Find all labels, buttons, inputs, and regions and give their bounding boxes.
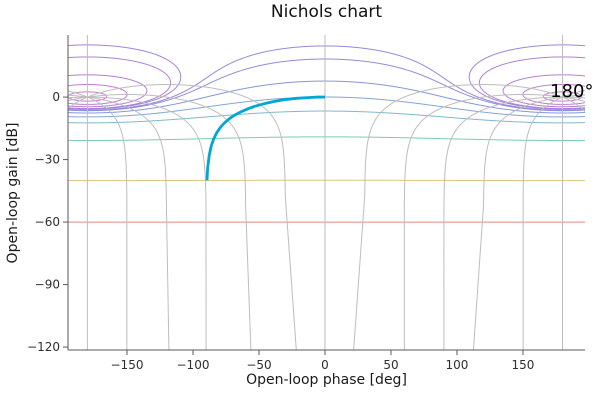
y-tick-label: −30 [35, 153, 60, 167]
gain-contour [68, 136, 325, 141]
y-tick-label: −120 [27, 340, 60, 354]
phase-contour [68, 96, 88, 110]
phase-contour [87, 96, 207, 350]
x-tick-label: −100 [177, 358, 210, 372]
phase-contour [522, 96, 563, 350]
phase-contour [68, 96, 88, 102]
phase-contour [562, 89, 585, 98]
y-tick-label: 0 [52, 90, 60, 104]
phase-contour [562, 96, 585, 99]
phase-contour [443, 96, 563, 350]
phase-contour [87, 93, 252, 350]
x-axis-label: Open-loop phase [deg] [246, 372, 407, 388]
phase-contour [87, 84, 297, 350]
y-tick-label: −90 [35, 278, 60, 292]
y-axis-label: Open-loop gain [dB] [5, 122, 21, 264]
x-tick-label: −50 [246, 358, 271, 372]
chart-title: Nichols chart [270, 2, 383, 22]
x-tick-label: 100 [446, 358, 469, 372]
phase-180-annotation: 180° [550, 81, 593, 102]
system-response-curve [205, 95, 325, 181]
phase-contour [403, 93, 563, 350]
phase-contour [562, 96, 585, 102]
x-tick-label: 150 [512, 358, 535, 372]
phase-contour [472, 96, 563, 350]
phase-contour [87, 96, 170, 350]
phase-contour [87, 96, 128, 350]
x-tick-label: −150 [111, 358, 144, 372]
y-tick-label: −60 [35, 215, 60, 229]
phase-contour [353, 84, 563, 350]
phase-contour [562, 96, 585, 113]
x-tick-label: 0 [321, 358, 329, 372]
axes: −150 −100 −50 0 50 100 150 0 −30 −60 −90 −120 [27, 35, 585, 372]
nichols-grid [68, 35, 585, 350]
gain-contour [324, 136, 585, 141]
x-tick-label: 50 [383, 358, 398, 372]
gain-contour [68, 44, 182, 110]
